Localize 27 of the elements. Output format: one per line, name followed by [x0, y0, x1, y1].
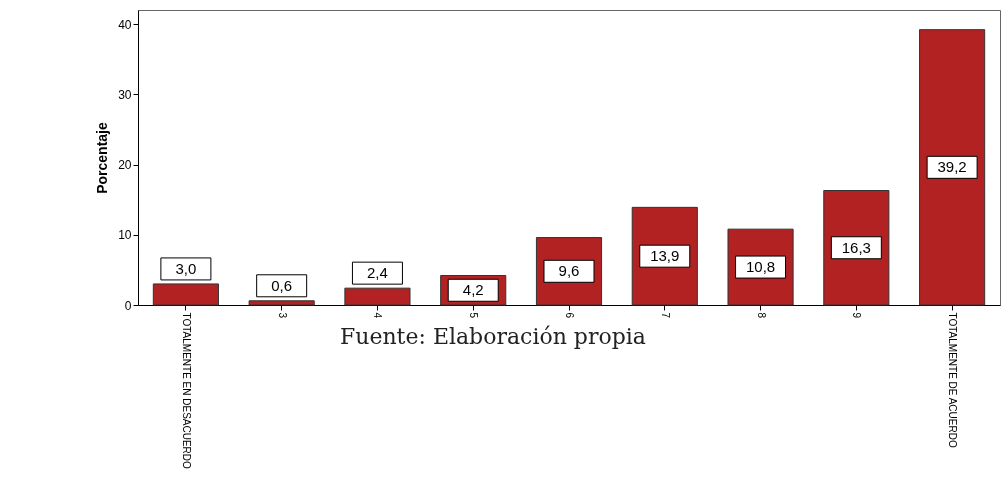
- x-tick-label: 4: [372, 312, 384, 319]
- x-tick-label: 6: [564, 312, 575, 319]
- data-label: 9,6: [558, 262, 580, 280]
- x-tick-label: TOTALMENTE DE ACUERDO: [947, 312, 959, 448]
- source-note: Fuente: Elaboración propia: [340, 324, 646, 349]
- bar: [919, 29, 986, 306]
- data-label: 3,0: [175, 259, 197, 277]
- y-tick-label: 30: [118, 87, 132, 102]
- data-label: 39,2: [937, 158, 967, 176]
- y-tick-label: 10: [118, 228, 132, 243]
- bar: [248, 300, 315, 306]
- x-tick-label: 8: [755, 312, 767, 319]
- y-tick-label: 0: [124, 298, 132, 313]
- y-tick-label: 40: [118, 17, 132, 32]
- x-tick-label: 3: [276, 312, 288, 319]
- data-label: 4,2: [462, 281, 484, 299]
- y-tick-label: 20: [118, 158, 132, 173]
- y-axis-title: Porcentaje: [94, 122, 111, 194]
- x-tick-label: 9: [851, 312, 863, 319]
- data-label: 13,9: [650, 247, 680, 265]
- x-tick-label: 5: [468, 312, 480, 319]
- data-label: 10,8: [745, 258, 776, 276]
- data-label: 16,3: [841, 238, 871, 256]
- x-tick-label: TOTALMENTE EN DESACUERDO: [180, 312, 192, 470]
- data-label: 2,4: [367, 264, 388, 282]
- x-tick-label: 7: [659, 312, 671, 319]
- data-label: 0,6: [271, 276, 293, 294]
